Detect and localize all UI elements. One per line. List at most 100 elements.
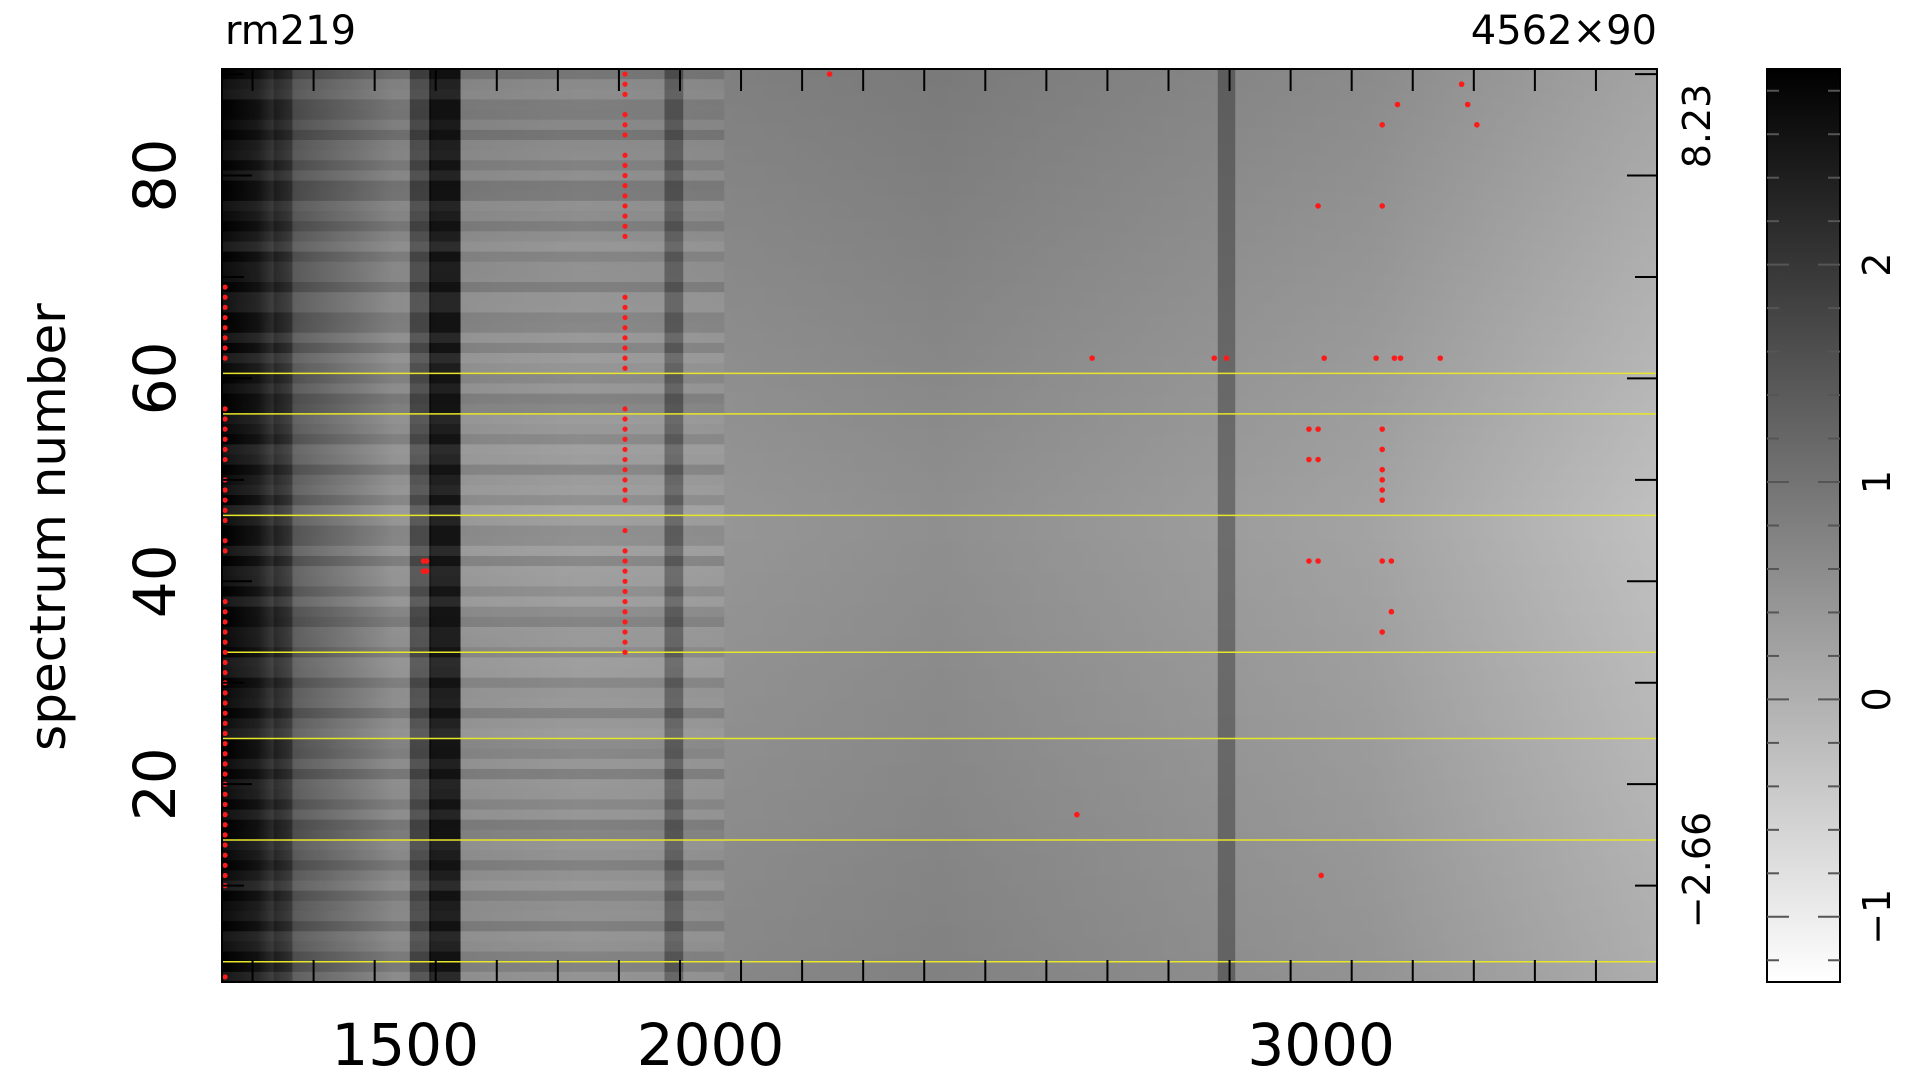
red-point xyxy=(1397,355,1404,361)
red-point xyxy=(1388,608,1395,615)
y-tick-label: 80 xyxy=(121,139,189,213)
red-point xyxy=(222,345,228,351)
red-point xyxy=(1315,456,1321,463)
colorbar-tick-labels: −1 0 1 2 xyxy=(1855,253,1899,945)
red-point xyxy=(1315,558,1321,564)
red-point xyxy=(222,974,228,980)
colorbar-gradient xyxy=(1766,68,1841,983)
red-point xyxy=(1306,426,1312,432)
red-point xyxy=(222,507,228,513)
red-point xyxy=(1373,355,1379,361)
red-point xyxy=(222,862,228,868)
red-point xyxy=(622,649,628,655)
right-axis-bottom-label: −2.66 xyxy=(1675,812,1719,928)
red-point xyxy=(622,416,628,422)
red-point xyxy=(222,741,228,747)
red-point xyxy=(1074,811,1080,818)
x-tick-label: 2000 xyxy=(637,1011,785,1079)
red-point xyxy=(622,122,628,128)
red-point xyxy=(622,477,628,483)
heatmap-vertical-shade xyxy=(222,69,1657,982)
red-point xyxy=(222,335,228,341)
y-tick-label: 40 xyxy=(121,544,189,618)
red-point xyxy=(622,162,628,168)
red-point xyxy=(222,497,228,503)
red-point xyxy=(222,700,228,706)
red-point xyxy=(622,588,628,595)
red-masked-pixels xyxy=(222,71,1480,980)
red-point xyxy=(222,284,228,290)
red-point xyxy=(222,822,228,828)
red-point xyxy=(622,152,628,158)
red-point xyxy=(222,872,228,879)
red-point xyxy=(622,365,628,371)
red-point xyxy=(622,112,628,118)
red-point xyxy=(1089,355,1095,361)
heatmap-image xyxy=(222,69,1657,982)
y-tick-label: 20 xyxy=(121,747,189,821)
plot-frame xyxy=(221,68,1658,983)
colorbar-tick-label: 2 xyxy=(1855,253,1899,277)
red-point xyxy=(1379,558,1386,564)
y-tick-labels: 20 40 60 80 xyxy=(121,139,189,821)
red-point xyxy=(1379,426,1386,432)
red-point xyxy=(222,649,228,655)
red-point xyxy=(222,456,228,463)
red-point xyxy=(1318,872,1324,879)
red-point xyxy=(1391,355,1398,361)
red-point xyxy=(622,527,628,534)
y-axis-label: spectrum number xyxy=(19,303,77,751)
red-point xyxy=(1211,355,1218,361)
red-point xyxy=(1379,497,1386,503)
red-point xyxy=(222,771,228,777)
red-point xyxy=(222,832,228,838)
red-point xyxy=(622,456,628,463)
red-point xyxy=(1458,81,1465,88)
red-point xyxy=(1379,477,1386,483)
red-point xyxy=(622,172,628,179)
red-point xyxy=(222,669,228,676)
x-tick-labels: 1500 2000 3000 xyxy=(331,1011,1395,1079)
red-point xyxy=(622,426,628,432)
red-point xyxy=(222,294,228,300)
y-tick-label: 60 xyxy=(121,341,189,415)
red-point xyxy=(1379,629,1386,635)
x-tick-label: 1500 xyxy=(331,1011,479,1079)
red-point xyxy=(222,791,228,797)
red-point xyxy=(622,193,628,199)
red-point xyxy=(222,598,228,605)
red-point xyxy=(1321,355,1328,361)
red-point xyxy=(622,233,628,239)
red-point xyxy=(222,751,228,757)
red-point xyxy=(622,619,628,625)
red-point xyxy=(222,426,228,432)
red-point xyxy=(622,598,628,605)
red-point xyxy=(622,91,628,97)
red-point xyxy=(1474,121,1480,128)
red-point xyxy=(222,304,228,310)
red-point xyxy=(622,304,628,310)
red-point xyxy=(1379,466,1386,473)
red-point xyxy=(622,71,628,77)
red-point xyxy=(222,517,228,524)
red-point xyxy=(222,487,228,493)
red-point xyxy=(622,436,628,442)
colorbar-ticks xyxy=(1767,89,1840,962)
red-point xyxy=(622,568,628,574)
red-point xyxy=(222,325,228,331)
red-point xyxy=(222,730,228,737)
red-point xyxy=(222,406,228,412)
colorbar: −1 0 1 2 xyxy=(1766,68,1899,983)
red-point xyxy=(1315,426,1321,432)
yellow-row-lines xyxy=(222,372,1657,963)
red-point xyxy=(1388,558,1395,564)
right-axis-top-label: 8.23 xyxy=(1675,84,1719,169)
red-point xyxy=(622,345,628,351)
red-point xyxy=(1379,203,1386,209)
red-point xyxy=(1394,101,1401,108)
object-name-label: rm219 xyxy=(225,8,356,54)
red-point xyxy=(622,497,628,503)
red-point xyxy=(622,355,628,361)
red-point xyxy=(622,81,628,87)
